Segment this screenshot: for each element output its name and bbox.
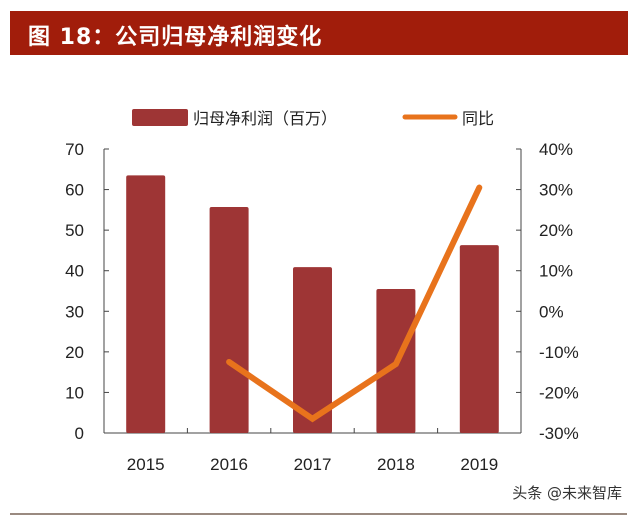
yoy-line (226, 184, 483, 423)
x-tick-label: 2016 (210, 455, 248, 474)
right-tick-label: 40% (539, 140, 573, 159)
chart-title: 图 18：公司归母净利润变化 (28, 25, 323, 50)
title-bar: 图 18：公司归母净利润变化 (10, 11, 628, 55)
x-tick-label: 2019 (460, 455, 498, 474)
right-tick-label: 30% (539, 181, 573, 200)
bar-2015 (126, 175, 166, 433)
right-tick-label: -10% (539, 343, 579, 362)
watermark: 头条 @未来智库 (512, 484, 622, 502)
x-tick-label: 2018 (377, 455, 415, 474)
legend-bar-swatch (132, 109, 188, 126)
bottom-divider (10, 513, 627, 515)
bar-2019 (459, 245, 499, 433)
left-tick-label: 50 (65, 221, 84, 240)
right-tick-label: -30% (539, 424, 579, 443)
legend-bar-label: 归母净利润（百万） (193, 109, 337, 128)
right-tick-label: 0% (539, 302, 564, 321)
right-tick-label: 20% (539, 221, 573, 240)
right-tick-label: -20% (539, 383, 579, 402)
left-tick-label: 10 (65, 383, 84, 402)
left-tick-label: 40 (65, 262, 84, 281)
left-tick-label: 20 (65, 343, 84, 362)
left-tick-label: 70 (65, 140, 84, 159)
x-tick-label: 2017 (294, 455, 332, 474)
left-tick-label: 0 (75, 424, 84, 443)
legend-line-label: 同比 (462, 109, 494, 128)
right-tick-label: 10% (539, 262, 573, 281)
left-tick-label: 30 (65, 302, 84, 321)
bar-2016 (209, 207, 249, 433)
x-tick-label: 2015 (127, 455, 165, 474)
bar-2017 (293, 267, 332, 433)
left-tick-label: 60 (65, 181, 84, 200)
